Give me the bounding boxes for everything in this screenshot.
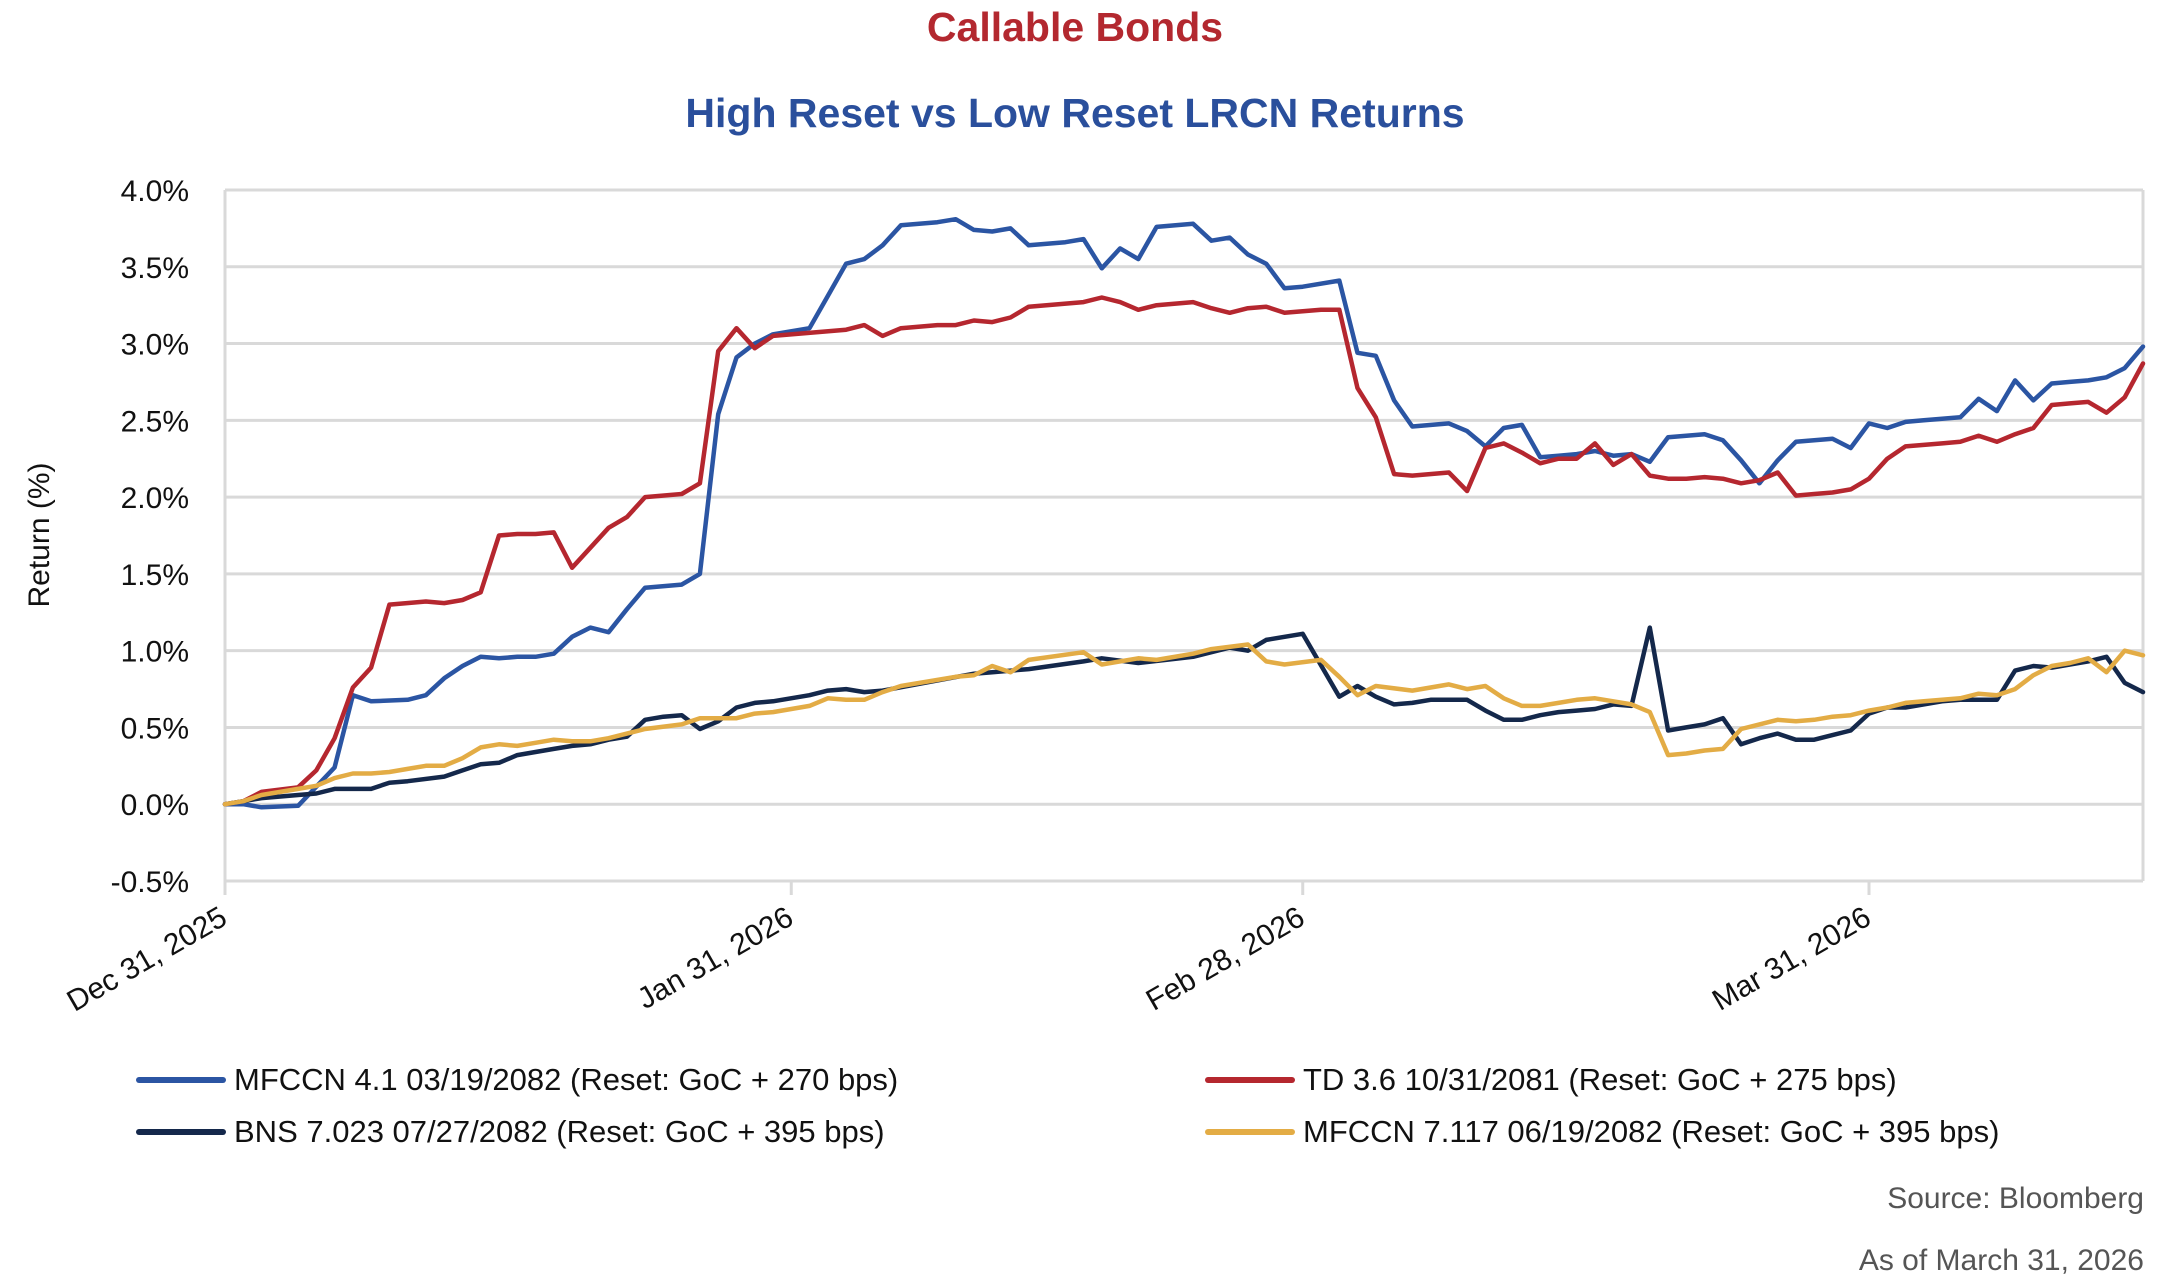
series-lines bbox=[222, 216, 2146, 810]
y-tick-label: 0.5% bbox=[121, 712, 189, 745]
legend-item-mfccn-7-117: MFCCN 7.117 06/19/2082 (Reset: GoC + 395… bbox=[1205, 1114, 1999, 1150]
legend-swatch-gold bbox=[1205, 1129, 1295, 1135]
chart-subtitle: High Reset vs Low Reset LRCN Returns bbox=[685, 90, 1465, 136]
series-line-1 bbox=[222, 295, 2146, 807]
chart-title: Callable Bonds bbox=[926, 4, 1224, 50]
y-tick-label: 1.0% bbox=[121, 636, 189, 669]
axes bbox=[223, 190, 2145, 895]
x-tick-label: Feb 28, 2026 bbox=[1141, 900, 1311, 1017]
legend-swatch-blue bbox=[136, 1077, 226, 1083]
x-tick-label: Mar 31, 2026 bbox=[1707, 900, 1877, 1017]
tick-labels: -0.5% 0.0% 0.5% 1.0% 1.5% 2.0% 2.5% 3.0% 3.5% 4.0… bbox=[61, 175, 1876, 1018]
legend-label: BNS 7.023 07/27/2082 (Reset: GoC + 395 b… bbox=[234, 1114, 885, 1149]
y-tick-label: 2.0% bbox=[121, 482, 189, 515]
as-of-note: As of March 31, 2026 bbox=[1858, 1244, 2144, 1277]
y-tick-label: 2.5% bbox=[121, 405, 189, 438]
legend-item-td-3-6: TD 3.6 10/31/2081 (Reset: GoC + 275 bps) bbox=[1205, 1062, 1897, 1098]
legend-item-bns-7-023: BNS 7.023 07/27/2082 (Reset: GoC + 395 b… bbox=[136, 1114, 885, 1150]
legend-item-mfccn-4-1: MFCCN 4.1 03/19/2082 (Reset: GoC + 270 b… bbox=[136, 1062, 898, 1098]
source-note: Source: Bloomberg bbox=[1887, 1182, 2144, 1215]
gridlines bbox=[225, 188, 2143, 883]
legend-swatch-navy bbox=[136, 1129, 226, 1135]
y-tick-label: 3.5% bbox=[121, 252, 189, 285]
y-tick-label: -0.5% bbox=[111, 866, 189, 899]
y-tick-label: 3.0% bbox=[121, 329, 189, 362]
series-line-3 bbox=[222, 642, 2146, 807]
legend-label: MFCCN 7.117 06/19/2082 (Reset: GoC + 395… bbox=[1303, 1114, 2000, 1149]
y-tick-label: 4.0% bbox=[121, 175, 189, 208]
x-tick-label: Dec 31, 2025 bbox=[61, 900, 232, 1018]
y-tick-label: 0.0% bbox=[121, 789, 189, 822]
legend-label: MFCCN 4.1 03/19/2082 (Reset: GoC + 270 b… bbox=[234, 1062, 899, 1097]
y-axis-title: Return (%) bbox=[23, 462, 56, 607]
legend-label: TD 3.6 10/31/2081 (Reset: GoC + 275 bps) bbox=[1303, 1062, 1897, 1097]
legend-swatch-red bbox=[1205, 1077, 1295, 1083]
series-line-0 bbox=[222, 216, 2146, 810]
x-tick-label: Jan 31, 2026 bbox=[632, 900, 799, 1015]
y-tick-label: 1.5% bbox=[121, 559, 189, 592]
